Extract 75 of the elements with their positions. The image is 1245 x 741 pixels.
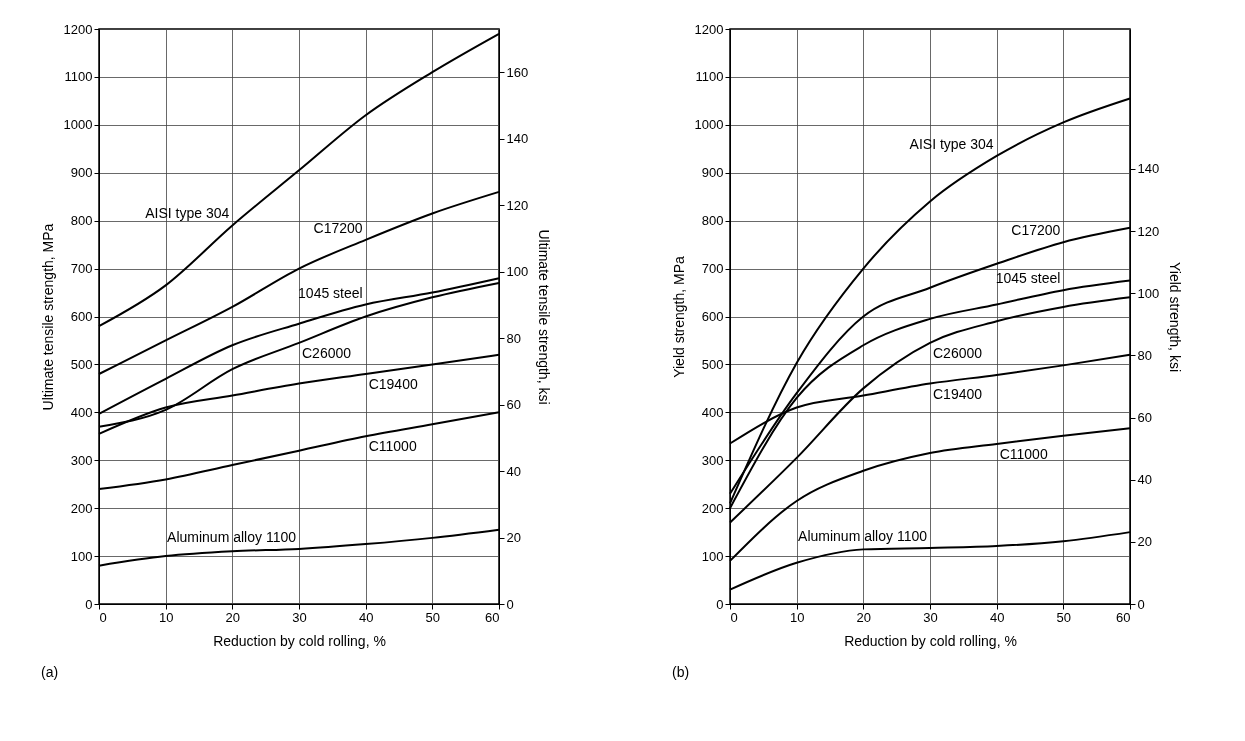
y-tick-label: 1000 <box>63 117 93 133</box>
y2-tick-label: 80 <box>1137 347 1152 363</box>
x-tick-label: 0 <box>730 609 738 625</box>
y-tick-label: 200 <box>70 500 93 516</box>
x-axis-title: Reduction by cold rolling, % <box>844 632 1017 649</box>
annotation: C19400 <box>368 376 418 392</box>
y-tick-label: 900 <box>70 165 93 181</box>
y-tick-label: 500 <box>701 356 724 372</box>
x-tick-label: 30 <box>923 609 938 625</box>
y-tick-label: 300 <box>70 452 93 468</box>
y-tick-label: 800 <box>701 213 724 229</box>
y2-tick-label: 0 <box>1137 596 1145 612</box>
x-tick-label: 30 <box>292 609 307 625</box>
y-tick-label: 300 <box>701 452 724 468</box>
x-tick-label: 20 <box>225 609 241 625</box>
y2-axis-title: Ultimate tensile strength, ksi <box>536 229 553 405</box>
x-tick-label: 0 <box>99 609 107 625</box>
x-axis-title: Reduction by cold rolling, % <box>213 632 386 649</box>
annotation: Aluminum alloy 1100 <box>167 528 297 545</box>
y2-tick-label: 40 <box>1137 472 1152 488</box>
y2-tick-label: 40 <box>506 463 521 479</box>
y-tick-label: 1000 <box>694 117 724 133</box>
y-tick-label: 700 <box>701 261 724 277</box>
y-tick-label: 0 <box>716 596 724 612</box>
y-tick-label: 200 <box>701 500 724 516</box>
y2-tick-label: 20 <box>1137 534 1152 550</box>
y2-tick-label: 60 <box>1137 410 1152 426</box>
y2-tick-label: 80 <box>506 330 521 346</box>
y2-tick-label: 60 <box>506 397 521 413</box>
y-tick-label: 500 <box>70 356 93 372</box>
annotation: C19400 <box>933 385 983 402</box>
x-tick-label: 40 <box>358 609 374 625</box>
y-tick-label: 0 <box>85 596 93 612</box>
y-tick-label: 1100 <box>64 69 93 85</box>
text: (a) <box>41 664 59 680</box>
annotation: C17200 <box>1011 222 1061 239</box>
y-tick-label: 1100 <box>695 69 724 85</box>
annotation: C26000 <box>933 344 983 361</box>
y2-tick-label: 100 <box>506 264 529 280</box>
annotation: C17200 <box>313 219 363 236</box>
annotation: C11000 <box>368 438 417 455</box>
y-axis-title: Yield strength, MPa <box>670 255 687 378</box>
y-tick-label: 600 <box>70 309 93 324</box>
y2-axis-title: Yield strength, ksi <box>1167 262 1184 372</box>
y-tick-label: 900 <box>701 165 724 181</box>
y-tick-label: 400 <box>70 404 93 420</box>
annotation: C11000 <box>999 445 1048 462</box>
y-tick-label: 100 <box>70 548 93 564</box>
x-tick-label: 20 <box>856 609 872 625</box>
annotation: C26000 <box>302 344 352 361</box>
y-axis-title: Ultimate tensile strength, MPa <box>39 223 56 411</box>
y-tick-label: 700 <box>70 261 93 277</box>
x-tick-label: 10 <box>158 609 174 625</box>
x-tick-label: 50 <box>425 609 441 625</box>
text: (b) <box>672 664 690 680</box>
y-tick-label: 1200 <box>63 21 93 37</box>
x-tick-label: 10 <box>789 609 805 625</box>
y2-tick-label: 120 <box>1137 223 1160 239</box>
y2-tick-label: 120 <box>506 197 529 213</box>
y2-tick-label: 140 <box>506 131 529 147</box>
x-tick-label: 60 <box>485 609 500 625</box>
y2-tick-label: 0 <box>506 596 514 612</box>
y2-tick-label: 140 <box>1137 161 1160 177</box>
x-tick-label: 50 <box>1056 609 1072 625</box>
y2-tick-label: 100 <box>1137 285 1160 301</box>
y-tick-label: 1200 <box>694 21 724 37</box>
y-tick-label: 800 <box>70 213 93 229</box>
y2-tick-label: 20 <box>506 530 521 546</box>
annotation: Aluminum alloy 1100 <box>798 527 928 544</box>
y2-tick-label: 160 <box>506 64 529 80</box>
x-tick-label: 60 <box>1116 609 1131 625</box>
y-tick-label: 100 <box>701 548 724 564</box>
y-tick-label: 600 <box>701 309 724 324</box>
x-tick-label: 40 <box>989 609 1005 625</box>
y-tick-label: 400 <box>701 404 724 420</box>
